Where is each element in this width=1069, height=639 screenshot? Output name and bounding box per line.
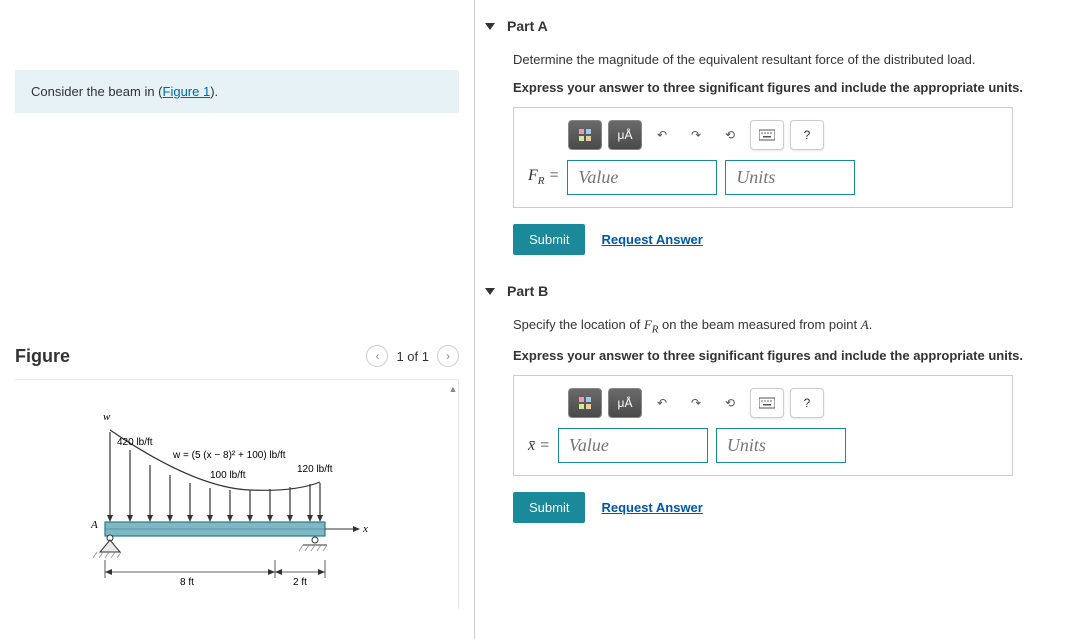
- dim-8: 8 ft: [180, 577, 194, 588]
- part-a-instruction: Express your answer to three significant…: [513, 78, 1049, 98]
- collapse-icon: [485, 23, 495, 30]
- part-a-units-input[interactable]: [725, 160, 855, 195]
- label-eq: w = (5 (x − 8)² + 100) lb/ft: [172, 450, 286, 461]
- template-button[interactable]: [568, 120, 602, 150]
- figure-link[interactable]: Figure 1: [163, 84, 211, 99]
- left-panel: Consider the beam in (Figure 1). Figure …: [0, 0, 475, 639]
- dim-2: 2 ft: [293, 577, 307, 588]
- label-A: A: [90, 519, 98, 531]
- intro-prefix: Consider the beam in (: [31, 84, 163, 99]
- part-b-toolbar: μÅ ↶ ↷ ⟲ ?: [568, 388, 998, 418]
- part-b-value-input[interactable]: [558, 428, 708, 463]
- symbols-button[interactable]: μÅ: [608, 120, 642, 150]
- part-b-header[interactable]: Part B: [485, 275, 1049, 307]
- undo-button[interactable]: ↶: [648, 120, 676, 150]
- pager-prev-button[interactable]: ‹: [366, 345, 388, 367]
- part-a-answer-box: μÅ ↶ ↷ ⟲ ? FR =: [513, 107, 1013, 208]
- label-120: 120 lb/ft: [297, 464, 333, 475]
- redo-button[interactable]: ↷: [682, 120, 710, 150]
- label-420: 420 lb/ft: [117, 437, 153, 448]
- part-a-prompt: Determine the magnitude of the equivalen…: [513, 50, 1049, 70]
- part-b-prompt: Specify the location of FR on the beam m…: [513, 315, 1049, 338]
- keyboard-button[interactable]: [750, 388, 784, 418]
- beam-diagram: w 420 lb/ft w = (5 (x − 8)² + 100) lb/ft…: [55, 410, 395, 590]
- part-a-toolbar: μÅ ↶ ↷ ⟲ ?: [568, 120, 998, 150]
- template-button[interactable]: [568, 388, 602, 418]
- help-button[interactable]: ?: [790, 120, 824, 150]
- collapse-icon: [485, 288, 495, 295]
- right-panel: Part A Determine the magnitude of the eq…: [475, 0, 1069, 639]
- part-a-header[interactable]: Part A: [485, 10, 1049, 42]
- label-w: w: [103, 411, 111, 423]
- scroll-up-icon[interactable]: ▲: [446, 384, 460, 398]
- part-b: Part B Specify the location of FR on the…: [485, 275, 1049, 523]
- undo-button[interactable]: ↶: [648, 388, 676, 418]
- part-a-var-label: FR =: [528, 167, 559, 187]
- part-b-var-label: x̄ =: [528, 437, 550, 455]
- reset-button[interactable]: ⟲: [716, 388, 744, 418]
- intro-suffix: ).: [210, 84, 218, 99]
- part-b-answer-box: μÅ ↶ ↷ ⟲ ? x̄ =: [513, 375, 1013, 476]
- figure-body: ▲: [15, 379, 459, 609]
- intro-statement: Consider the beam in (Figure 1).: [15, 70, 459, 113]
- part-b-instruction: Express your answer to three significant…: [513, 346, 1049, 366]
- part-a-value-input[interactable]: [567, 160, 717, 195]
- pager-text: 1 of 1: [396, 349, 429, 364]
- part-a-request-link[interactable]: Request Answer: [601, 232, 702, 247]
- symbols-button[interactable]: μÅ: [608, 388, 642, 418]
- part-a: Part A Determine the magnitude of the eq…: [485, 10, 1049, 255]
- label-x: x: [362, 523, 368, 535]
- part-b-request-link[interactable]: Request Answer: [601, 500, 702, 515]
- part-a-submit-button[interactable]: Submit: [513, 224, 585, 255]
- label-100: 100 lb/ft: [210, 470, 246, 481]
- part-a-title: Part A: [507, 18, 548, 34]
- reset-button[interactable]: ⟲: [716, 120, 744, 150]
- redo-button[interactable]: ↷: [682, 388, 710, 418]
- help-button[interactable]: ?: [790, 388, 824, 418]
- part-b-title: Part B: [507, 283, 548, 299]
- pager-next-button[interactable]: ›: [437, 345, 459, 367]
- figure-title: Figure: [15, 346, 70, 367]
- figure-pager: ‹ 1 of 1 ›: [366, 345, 459, 367]
- keyboard-button[interactable]: [750, 120, 784, 150]
- part-b-units-input[interactable]: [716, 428, 846, 463]
- part-b-submit-button[interactable]: Submit: [513, 492, 585, 523]
- figure-section: Figure ‹ 1 of 1 › ▲: [15, 345, 459, 609]
